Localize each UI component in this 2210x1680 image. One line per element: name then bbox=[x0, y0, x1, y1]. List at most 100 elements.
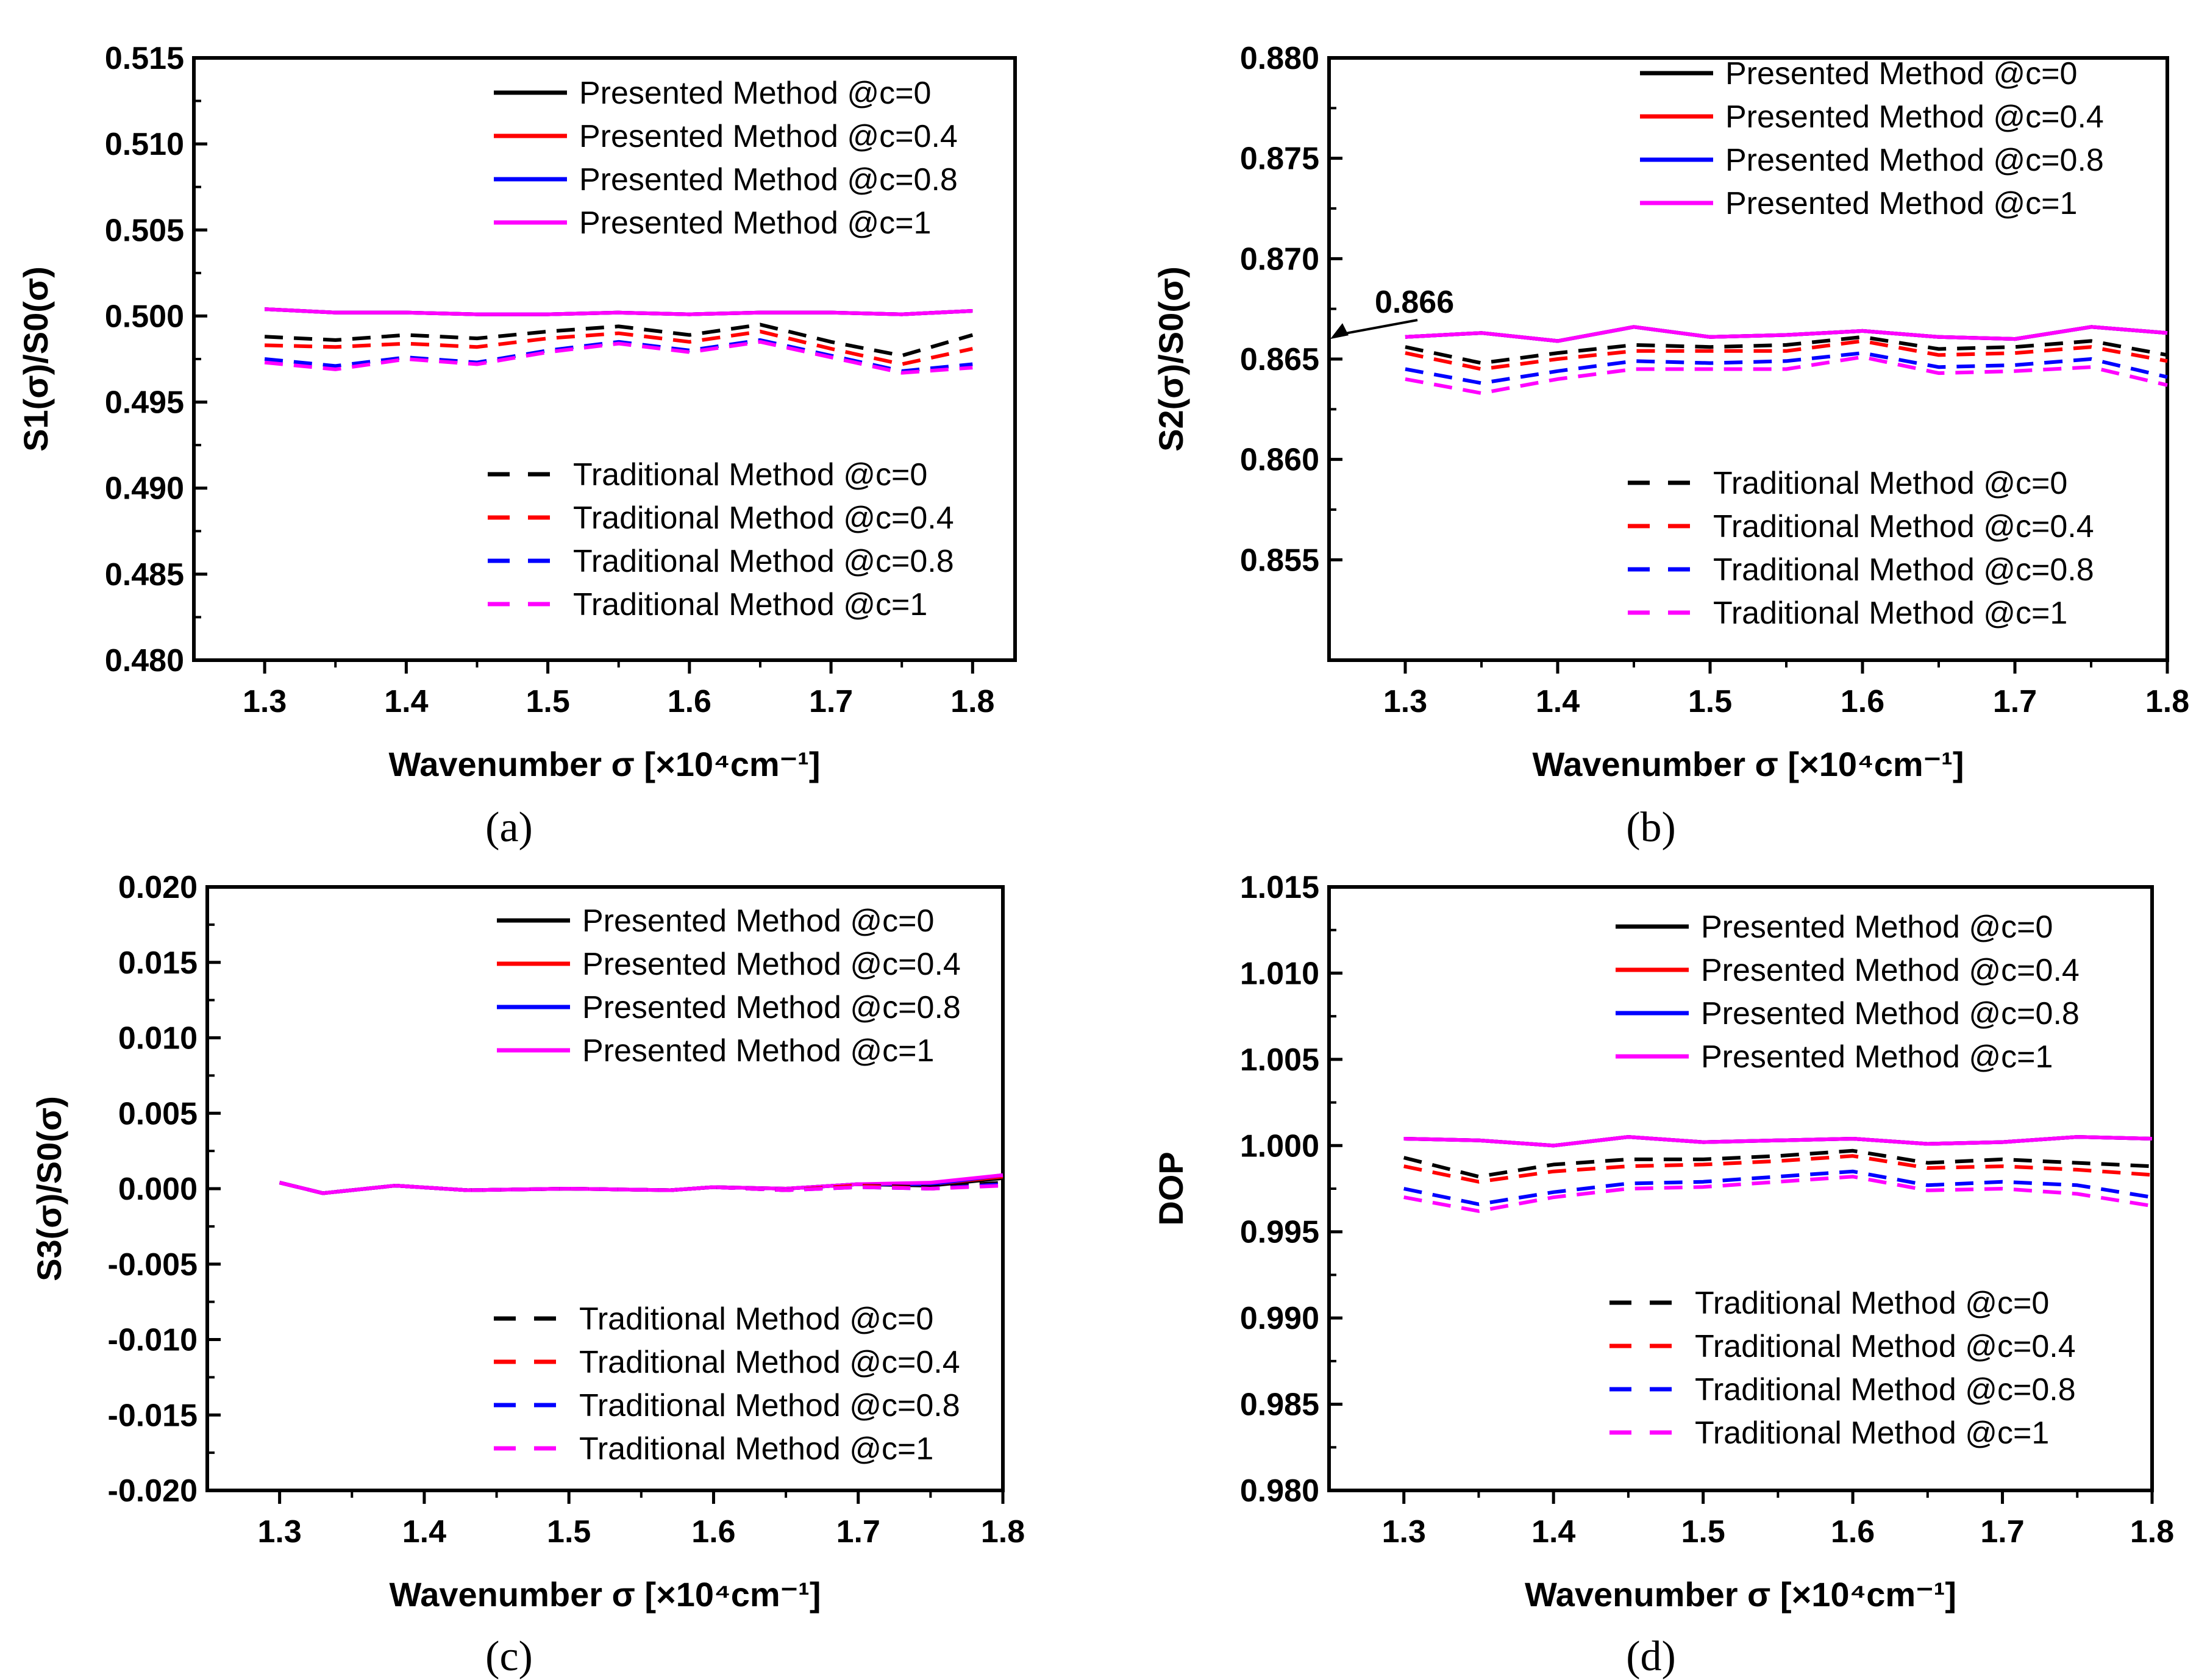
legend: Presented Method @c=0 Presented Method @c… bbox=[1628, 56, 2104, 631]
series-line-dashed-red bbox=[1403, 1154, 2153, 1184]
chart-panel-3: -0.020 -0.015 -0.010 -0.005 0.000 0.005 0.010 0… bbox=[30, 870, 1025, 1680]
series-line-dashed-black bbox=[264, 322, 974, 358]
legend-label: Presented Method @c=0 bbox=[582, 903, 934, 939]
x-tick-label: 1.7 bbox=[1980, 1514, 2024, 1550]
legend-label: Traditional Method @c=1 bbox=[573, 587, 927, 622]
y-tick-label: 0.510 bbox=[105, 127, 184, 162]
y-tick-label: 0.485 bbox=[105, 557, 184, 593]
y-tick-label: 0.495 bbox=[105, 385, 184, 421]
x-tick-label: 1.3 bbox=[1382, 1514, 1426, 1550]
series-line-dashed-magenta bbox=[279, 1181, 1003, 1195]
x-tick-label: 1.6 bbox=[691, 1514, 735, 1550]
series-line-solid-magenta bbox=[1405, 325, 2168, 343]
y-tick-label: 0.985 bbox=[1240, 1387, 1319, 1423]
y-tick-label: 0.870 bbox=[1240, 241, 1319, 277]
series-line-dashed-black bbox=[1405, 335, 2168, 365]
legend-label: Traditional Method @c=0.4 bbox=[1713, 509, 2094, 544]
y-tick-label: 0.875 bbox=[1240, 141, 1319, 177]
legend-label: Presented Method @c=0 bbox=[1701, 909, 2053, 945]
series-line-dashed-red bbox=[1405, 339, 2168, 371]
legend-label: Traditional Method @c=0.4 bbox=[1695, 1329, 2076, 1364]
panel-label: (d) bbox=[1626, 1633, 1676, 1680]
legend: Presented Method @c=0 Presented Method @c… bbox=[494, 903, 961, 1467]
series-line-dashed-blue bbox=[1405, 351, 2168, 385]
legend-label: Presented Method @c=0.8 bbox=[582, 990, 961, 1025]
panel-label: (b) bbox=[1626, 804, 1676, 851]
series-line-dashed-blue bbox=[1403, 1169, 2153, 1206]
y-tick-label: 0.000 bbox=[118, 1172, 198, 1207]
y-tick-label: -0.015 bbox=[108, 1398, 198, 1433]
y-tick-label: 0.865 bbox=[1240, 342, 1319, 377]
legend-label: Traditional Method @c=1 bbox=[579, 1431, 933, 1467]
y-tick-label: 1.015 bbox=[1240, 870, 1319, 905]
x-tick-label: 1.4 bbox=[1536, 684, 1580, 719]
legend-label: Traditional Method @c=0 bbox=[1713, 466, 2067, 501]
x-tick-label: 1.6 bbox=[1841, 684, 1884, 719]
y-tick-label: 0.020 bbox=[118, 870, 198, 905]
legend-label: Presented Method @c=0 bbox=[1725, 56, 2077, 91]
x-tick-label: 1.3 bbox=[243, 684, 287, 719]
y-tick-label: -0.020 bbox=[108, 1473, 198, 1509]
y-tick-label: 0.855 bbox=[1240, 543, 1319, 578]
legend-label: Presented Method @c=1 bbox=[1725, 186, 2077, 221]
y-axis-title: S1(σ)/S0(σ) bbox=[16, 266, 55, 452]
legend-label: Traditional Method @c=0 bbox=[579, 1301, 933, 1337]
legend-label: Traditional Method @c=0.8 bbox=[1695, 1372, 2076, 1408]
legend-label: Traditional Method @c=1 bbox=[1695, 1415, 2049, 1451]
x-tick-label: 1.6 bbox=[1831, 1514, 1875, 1550]
panel-label: (a) bbox=[485, 804, 533, 851]
panel-label: (c) bbox=[485, 1633, 533, 1680]
y-tick-label: 0.010 bbox=[118, 1021, 198, 1056]
y-tick-label: 0.515 bbox=[105, 41, 184, 76]
legend-label: Presented Method @c=1 bbox=[582, 1033, 934, 1069]
y-tick-label: 1.005 bbox=[1240, 1042, 1319, 1078]
series-line-solid-magenta bbox=[1403, 1135, 2153, 1148]
x-tick-label: 1.7 bbox=[1993, 684, 2037, 719]
legend-label: Presented Method @c=0.4 bbox=[579, 119, 958, 154]
legend-label: Presented Method @c=0.8 bbox=[1725, 143, 2104, 178]
y-tick-label: 0.505 bbox=[105, 213, 184, 248]
x-tick-label: 1.5 bbox=[1688, 684, 1732, 719]
legend-label: Presented Method @c=0.8 bbox=[1701, 996, 2080, 1031]
legend-label: Traditional Method @c=0.4 bbox=[573, 500, 954, 536]
legend-label: Traditional Method @c=0.4 bbox=[579, 1345, 960, 1380]
y-tick-label: 0.990 bbox=[1240, 1301, 1319, 1336]
x-tick-label: 1.5 bbox=[547, 1514, 591, 1550]
legend-label: Presented Method @c=0.4 bbox=[1701, 953, 2080, 988]
series-line-solid-magenta bbox=[264, 307, 973, 316]
y-tick-label: 0.860 bbox=[1240, 443, 1319, 478]
x-tick-label: 1.3 bbox=[1383, 684, 1427, 719]
legend: Presented Method @c=0 Presented Method @c… bbox=[488, 76, 958, 622]
y-tick-label: 0.480 bbox=[105, 643, 184, 678]
y-tick-label: 0.980 bbox=[1240, 1473, 1319, 1509]
x-tick-label: 1.4 bbox=[1531, 1514, 1575, 1550]
legend-label: Traditional Method @c=0.8 bbox=[1713, 552, 2094, 588]
y-tick-label: 1.010 bbox=[1240, 956, 1319, 991]
x-tick-label: 1.8 bbox=[2145, 684, 2189, 719]
annotation-label: 0.866 bbox=[1375, 285, 1454, 320]
chart-panel-2: 0.855 0.860 0.865 0.870 0.875 0.880 1.3 1.4 1.5 1… bbox=[1152, 41, 2189, 851]
x-tick-label: 1.4 bbox=[402, 1514, 446, 1550]
x-tick-label: 1.5 bbox=[1681, 1514, 1725, 1550]
x-tick-label: 1.7 bbox=[836, 1514, 880, 1550]
x-tick-label: 1.8 bbox=[981, 1514, 1025, 1550]
annotation-arrow bbox=[1335, 319, 1418, 337]
y-axis-title: S3(σ)/S0(σ) bbox=[30, 1096, 68, 1281]
x-tick-label: 1.8 bbox=[2130, 1514, 2174, 1550]
legend-label: Traditional Method @c=0 bbox=[1695, 1286, 2049, 1321]
x-axis-title: Wavenumber σ [×10⁴cm⁻¹] bbox=[1525, 1575, 1956, 1614]
chart-panel-1: 0.480 0.485 0.490 0.495 0.500 0.505 0.510 0.515… bbox=[16, 41, 1017, 851]
y-tick-label: 0.490 bbox=[105, 471, 184, 507]
y-tick-label: 0.015 bbox=[118, 945, 198, 981]
y-tick-label: -0.010 bbox=[108, 1323, 198, 1358]
y-tick-label: 0.005 bbox=[118, 1096, 198, 1131]
x-tick-label: 1.3 bbox=[257, 1514, 301, 1550]
y-tick-label: 0.995 bbox=[1240, 1215, 1319, 1250]
y-tick-label: 1.000 bbox=[1240, 1128, 1319, 1164]
legend-label: Presented Method @c=0.8 bbox=[579, 162, 958, 198]
y-tick-label: 0.880 bbox=[1240, 41, 1319, 76]
x-tick-label: 1.5 bbox=[526, 684, 569, 719]
series-line-dashed-magenta bbox=[1403, 1175, 2153, 1213]
legend-label: Presented Method @c=0.4 bbox=[1725, 99, 2104, 135]
